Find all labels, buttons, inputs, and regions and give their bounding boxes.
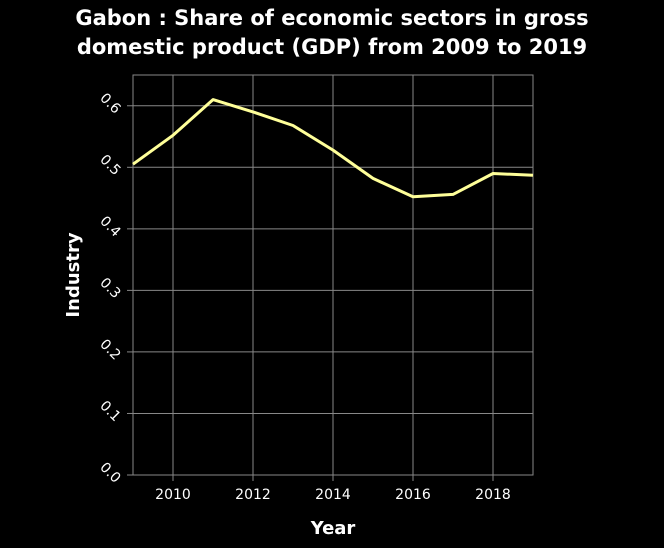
y-tick-label: 0.2: [96, 336, 123, 363]
x-tick-label: 2010: [155, 487, 191, 503]
y-tick-label: 0.1: [96, 398, 123, 425]
x-tick-label: 2016: [395, 487, 431, 503]
x-axis-label: Year: [310, 518, 356, 539]
x-tick-labels: 2010 2012 2014 2016 2018: [155, 487, 511, 503]
series-line: [132, 98, 534, 199]
chart-title-line-2: domestic product (GDP) from 2009 to 2019: [76, 35, 588, 59]
y-tick-label: 0.3: [96, 275, 123, 302]
x-tick-label: 2018: [475, 487, 511, 503]
x-tick-label: 2014: [315, 487, 351, 503]
y-axis-label: Industry: [63, 232, 84, 317]
y-tick-label: 0.6: [96, 90, 123, 117]
plot-area: [132, 74, 534, 476]
y-tick-label: 0.0: [96, 459, 123, 486]
chart-title-line-1: Gabon : Share of economic sectors in gro…: [75, 6, 589, 30]
x-tick-label: 2012: [235, 487, 271, 503]
chart-title: Gabon : Share of economic sectors in gro…: [0, 4, 664, 62]
y-gridlines: [127, 105, 533, 476]
y-tick-labels: 0.0 0.1 0.2 0.3 0.4 0.5 0.6: [96, 90, 123, 486]
y-tick-label: 0.4: [96, 213, 123, 240]
x-gridlines: [172, 75, 494, 481]
y-tick-label: 0.5: [96, 152, 123, 179]
